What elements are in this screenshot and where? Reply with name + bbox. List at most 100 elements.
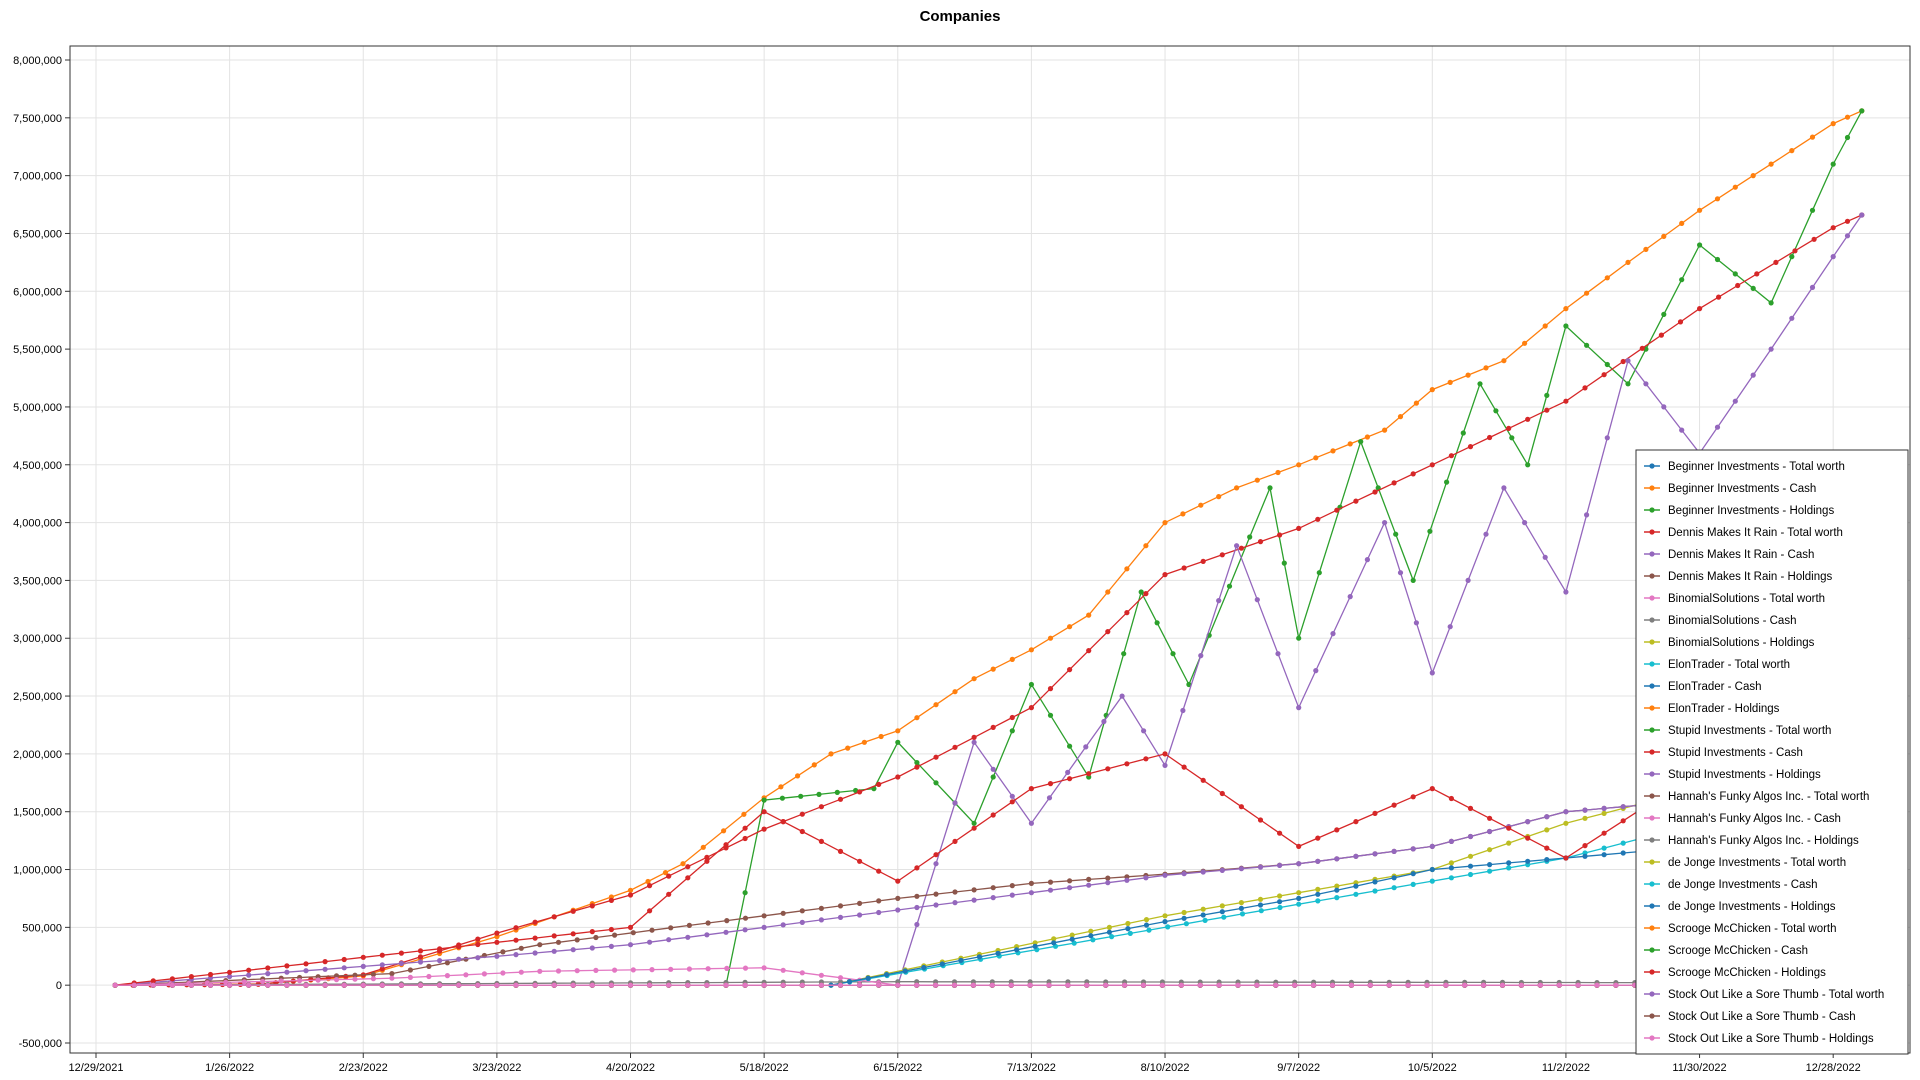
data-point bbox=[513, 952, 519, 958]
data-point bbox=[627, 892, 634, 898]
data-point bbox=[1604, 275, 1610, 281]
data-point bbox=[1809, 284, 1816, 290]
legend-item[interactable]: BinomialSolutions - Holdings bbox=[1644, 637, 1815, 649]
legend-item[interactable]: ElonTrader - Cash bbox=[1644, 681, 1762, 693]
data-point bbox=[1106, 924, 1112, 931]
data-point bbox=[914, 893, 920, 899]
data-point bbox=[1067, 776, 1073, 782]
data-point bbox=[1732, 271, 1738, 277]
data-point bbox=[1563, 306, 1569, 312]
data-point bbox=[895, 878, 901, 884]
data-point bbox=[1032, 943, 1038, 949]
legend-item[interactable]: Hannah's Funky Algos Inc. - Total worth bbox=[1644, 791, 1869, 803]
legend-item[interactable]: Scrooge McChicken - Holdings bbox=[1644, 967, 1826, 979]
data-point bbox=[1140, 982, 1147, 988]
data-point bbox=[837, 975, 844, 981]
data-point bbox=[1047, 879, 1054, 885]
data-point bbox=[780, 967, 786, 973]
y-tick-label: 4,000,000 bbox=[13, 518, 62, 530]
data-point bbox=[780, 982, 786, 988]
data-point bbox=[1391, 802, 1397, 808]
data-point bbox=[1219, 867, 1225, 874]
legend-item[interactable]: Hannah's Funky Algos Inc. - Cash bbox=[1644, 813, 1841, 825]
data-point bbox=[818, 917, 825, 923]
data-point bbox=[761, 924, 767, 931]
data-point bbox=[1181, 909, 1187, 916]
legend-item[interactable]: Scrooge McChicken - Total worth bbox=[1644, 923, 1837, 935]
legend-item[interactable]: Scrooge McChicken - Cash bbox=[1644, 945, 1808, 957]
data-point bbox=[1170, 651, 1176, 657]
legend-item[interactable]: Beginner Investments - Cash bbox=[1644, 483, 1816, 495]
legend-item[interactable]: de Jonge Investments - Holdings bbox=[1644, 901, 1836, 913]
data-point bbox=[284, 963, 290, 969]
legend-item[interactable]: Stock Out Like a Sore Thumb - Cash bbox=[1644, 1011, 1856, 1023]
x-tick-label: 7/13/2022 bbox=[1007, 1062, 1056, 1074]
data-point bbox=[1138, 589, 1144, 595]
data-point bbox=[1296, 843, 1302, 850]
data-point bbox=[188, 982, 194, 988]
data-point bbox=[933, 780, 939, 786]
data-point bbox=[1334, 887, 1340, 893]
data-point bbox=[1200, 777, 1206, 783]
data-point bbox=[798, 793, 804, 799]
data-point bbox=[360, 963, 366, 970]
legend-label: Stupid Investments - Holdings bbox=[1668, 769, 1821, 781]
data-point bbox=[1086, 876, 1092, 883]
data-point bbox=[1582, 807, 1588, 813]
data-point bbox=[398, 960, 404, 967]
legend[interactable]: Beginner Investments - Total worth Beginn… bbox=[1635, 449, 1909, 1055]
legend-item[interactable]: ElonTrader - Total worth bbox=[1644, 659, 1790, 671]
data-point bbox=[1353, 891, 1359, 897]
legend-item[interactable]: Stupid Investments - Total worth bbox=[1644, 725, 1831, 737]
legend-label: Stock Out Like a Sore Thumb - Cash bbox=[1668, 1011, 1856, 1023]
data-point bbox=[685, 875, 691, 881]
legend-item[interactable]: Stupid Investments - Cash bbox=[1644, 747, 1803, 759]
data-point bbox=[647, 939, 653, 945]
data-point bbox=[1315, 516, 1321, 522]
legend-item[interactable]: Dennis Makes It Rain - Holdings bbox=[1644, 571, 1833, 583]
legend-item[interactable]: Dennis Makes It Rain - Cash bbox=[1644, 549, 1814, 561]
data-point bbox=[1522, 340, 1528, 346]
data-point bbox=[724, 918, 730, 924]
legend-item[interactable]: Dennis Makes It Rain - Total worth bbox=[1644, 527, 1843, 539]
data-point bbox=[857, 858, 863, 864]
data-point bbox=[895, 774, 901, 780]
x-tick-label: 12/29/2021 bbox=[68, 1062, 123, 1074]
legend-item[interactable]: Stock Out Like a Sore Thumb - Holdings bbox=[1644, 1033, 1874, 1045]
data-point bbox=[1844, 134, 1851, 141]
data-point bbox=[1405, 982, 1411, 988]
legend-item[interactable]: Beginner Investments - Total worth bbox=[1644, 461, 1845, 473]
data-point bbox=[589, 903, 595, 909]
data-point bbox=[1051, 940, 1057, 946]
data-point bbox=[1372, 851, 1378, 857]
data-point bbox=[343, 973, 349, 979]
data-point bbox=[1643, 246, 1649, 252]
legend-item[interactable]: BinomialSolutions - Cash bbox=[1644, 615, 1796, 627]
legend-item[interactable]: BinomialSolutions - Total worth bbox=[1644, 593, 1825, 605]
legend-item[interactable]: Hannah's Funky Algos Inc. - Holdings bbox=[1644, 835, 1859, 847]
legend-item[interactable]: Stupid Investments - Holdings bbox=[1644, 769, 1821, 781]
series-3 bbox=[112, 212, 1865, 988]
legend-item[interactable]: Beginner Investments - Holdings bbox=[1644, 505, 1834, 517]
data-point bbox=[513, 982, 519, 988]
data-point bbox=[990, 766, 996, 772]
legend-item[interactable]: de Jonge Investments - Cash bbox=[1644, 879, 1818, 891]
data-point bbox=[1353, 883, 1359, 889]
data-point bbox=[761, 913, 767, 919]
data-point bbox=[761, 809, 767, 815]
legend-item[interactable]: Stock Out Like a Sore Thumb - Total wort… bbox=[1644, 989, 1884, 1001]
data-point bbox=[1809, 207, 1816, 213]
data-point bbox=[463, 972, 469, 978]
data-point bbox=[1447, 624, 1453, 630]
data-point bbox=[846, 979, 853, 985]
data-point bbox=[1386, 982, 1392, 988]
legend-item[interactable]: ElonTrader - Holdings bbox=[1644, 703, 1780, 715]
data-point bbox=[1429, 462, 1435, 468]
data-point bbox=[1773, 259, 1779, 265]
data-point bbox=[1216, 982, 1222, 988]
data-point bbox=[649, 967, 655, 973]
data-point bbox=[1544, 392, 1550, 398]
data-point bbox=[1202, 917, 1208, 924]
data-point bbox=[1159, 982, 1165, 988]
legend-item[interactable]: de Jonge Investments - Total worth bbox=[1644, 857, 1846, 869]
